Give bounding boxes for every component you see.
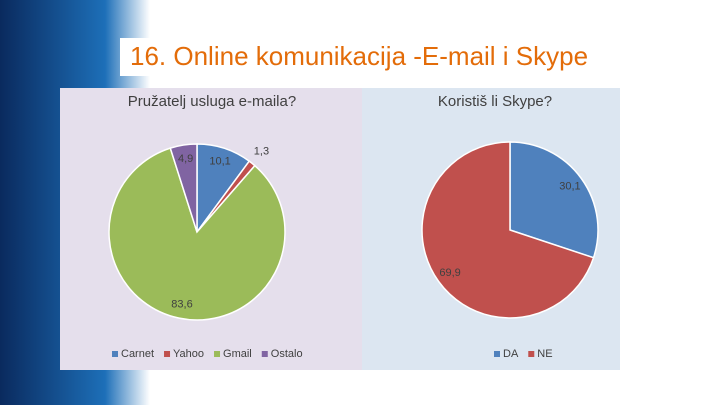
legend-swatch: [494, 351, 500, 357]
title-box: [120, 38, 636, 76]
pie-slice: [421, 141, 595, 319]
legend-swatch: [528, 351, 535, 357]
pie-slice: [108, 147, 286, 321]
legend-swatch: [164, 351, 171, 357]
slide-title: 16. Online komunikacija -E-mail i Skype: [130, 41, 588, 71]
legend-swatch: [261, 351, 268, 357]
legend-label: Gmail: [223, 348, 252, 360]
legend-label: NE: [537, 348, 552, 360]
pie-slice: [509, 141, 599, 259]
pie-slice: [169, 143, 198, 233]
chart-title: Pružatelj usluga e-maila?: [128, 93, 296, 110]
legend-label: Yahoo: [173, 348, 204, 360]
legend-label: DA: [503, 348, 519, 360]
data-label: 30,1: [559, 181, 580, 193]
data-label: 1,3: [254, 146, 269, 158]
data-label: 83,6: [171, 298, 192, 310]
legend-swatch: [214, 351, 221, 357]
data-label: 69,9: [439, 267, 460, 279]
legend-swatch: [112, 351, 118, 357]
data-label: 4,9: [178, 153, 193, 165]
legend-label: Carnet: [121, 348, 154, 360]
chart-title: Koristiš li Skype?: [438, 93, 552, 110]
legend-label: Ostalo: [271, 348, 303, 360]
data-label: 10,1: [209, 156, 230, 168]
